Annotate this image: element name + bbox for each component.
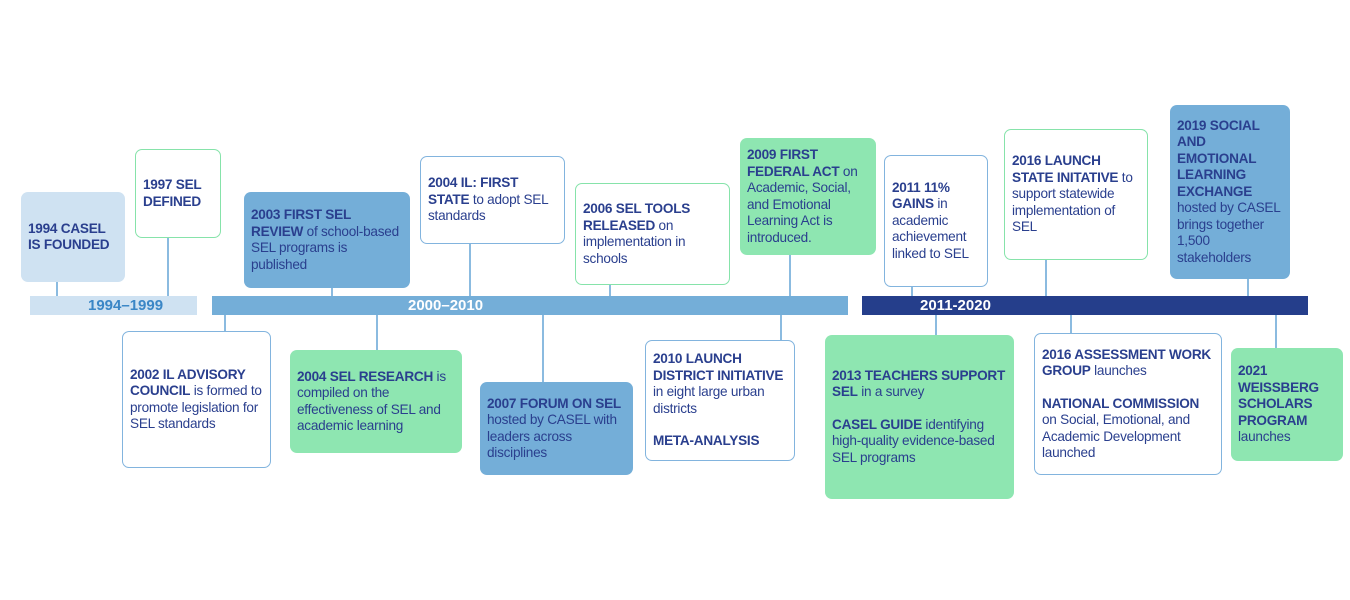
connector-line (224, 315, 226, 331)
event-2007-forum-on-sel: 2007 FORUM ON SEL hosted by CASEL with l… (480, 382, 633, 475)
event-2019-sel-exchange: 2019 SOCIAL AND EMOTIONAL LEARNING EXCHA… (1170, 105, 1290, 279)
event-2013-teachers-support-sel: 2013 TEACHERS SUPPORT SEL in a survey CAS… (825, 335, 1014, 499)
event-headline: META-ANALYSIS (653, 433, 760, 449)
event-1997-sel-defined: 1997 SEL DEFINED (135, 149, 221, 238)
connector-line (1070, 315, 1072, 333)
event-headline: 2016 LAUNCH STATE INITATIVE (1012, 153, 1119, 185)
event-headline: 1997 SEL DEFINED (143, 177, 202, 209)
period-label: 2000–2010 (408, 297, 484, 314)
event-paragraph: NATIONAL COMMISSION on Social, Emotional… (1042, 396, 1215, 462)
event-description: is compiled on the effectiveness of SEL … (297, 368, 446, 434)
event-paragraph: CASEL GUIDE identifying high-quality evi… (832, 417, 1008, 467)
event-headline: 2021 WEISSBERG SCHOLARS PROGRAM (1238, 363, 1319, 428)
event-paragraph: 2007 FORUM ON SEL hosted by CASEL with l… (487, 396, 627, 462)
event-2003-first-sel-review: 2003 FIRST SEL REVIEW of school-based SE… (244, 192, 410, 288)
connector-line (331, 288, 333, 296)
event-headline: 2010 LAUNCH DISTRICT INITIATIVE (653, 351, 784, 383)
event-paragraph: 1997 SEL DEFINED (143, 177, 214, 210)
connector-line (469, 244, 471, 296)
event-description: on Social, Emotional, and Academic Devel… (1042, 412, 1190, 460)
event-description: in a survey (857, 384, 925, 400)
event-description: launches (1238, 429, 1291, 445)
event-description: launches (1090, 363, 1147, 378)
event-paragraph: 2002 IL ADVISORY COUNCIL is formed to pr… (130, 367, 264, 433)
event-2004-sel-research: 2004 SEL RESEARCH is compiled on the eff… (290, 350, 462, 453)
event-2011-gains: 2011 11% GAINS in academic achievement l… (884, 155, 988, 287)
event-headline: 2004 IL: FIRST STATE (428, 175, 519, 207)
event-2021-weissberg-scholars: 2021 WEISSBERG SCHOLARS PROGRAM launches (1231, 348, 1343, 461)
event-paragraph: 2006 SEL TOOLS RELEASED on implementatio… (583, 201, 723, 267)
event-paragraph: 2004 IL: FIRST STATE to adopt SEL standa… (428, 175, 558, 225)
event-description: hosted by CASEL with leaders across disc… (487, 412, 617, 460)
event-2016-assessment-work-group: 2016 ASSESSMENT WORK GROUP launches NATIO… (1034, 333, 1222, 475)
event-paragraph: 2003 FIRST SEL REVIEW of school-based SE… (251, 207, 404, 273)
connector-line (542, 315, 544, 382)
connector-line (789, 255, 791, 296)
event-2010-district-initiative: 2010 LAUNCH DISTRICT INITIATIVE in eight… (645, 340, 795, 461)
event-headline: 2002 IL ADVISORY COUNCIL (130, 366, 246, 399)
event-headline: 2004 SEL RESEARCH (297, 368, 434, 384)
connector-line (1247, 279, 1249, 296)
connector-line (911, 287, 913, 296)
event-description: in eight large urban districts (653, 384, 765, 416)
connector-line (609, 285, 611, 296)
event-paragraph: 2013 TEACHERS SUPPORT SEL in a survey (832, 368, 1008, 401)
connector-line (1045, 260, 1047, 296)
event-paragraph: 2016 LAUNCH STATE INITATIVE to support s… (1012, 153, 1141, 236)
event-headline: 2019 SOCIAL AND EMOTIONAL LEARNING EXCHA… (1177, 117, 1260, 199)
period-bar-1994-1999: 1994–1999 (30, 296, 197, 315)
event-description: on implementation in schools (583, 217, 686, 266)
connector-line (780, 315, 782, 340)
period-bar-2011-2020: 2011-2020 (862, 296, 1308, 315)
event-2009-first-federal-act: 2009 FIRST FEDERAL ACT on Academic, Soci… (740, 138, 876, 255)
event-paragraph: 2021 WEISSBERG SCHOLARS PROGRAM launches (1238, 363, 1337, 446)
event-headline: 1994 CASEL IS FOUNDED (28, 220, 110, 253)
connector-line (167, 238, 169, 296)
event-headline: 2016 ASSESSMENT WORK GROUP (1042, 346, 1211, 379)
event-paragraph: 2011 11% GAINS in academic achievement l… (892, 180, 981, 263)
event-description: hosted by CASEL brings together 1,500 st… (1177, 200, 1281, 265)
event-headline: 2007 FORUM ON SEL (487, 395, 621, 411)
period-label: 1994–1999 (88, 297, 164, 314)
event-headline: 2006 SEL TOOLS RELEASED (583, 201, 691, 233)
event-description: on Academic, Social, and Emotional Learn… (747, 163, 858, 245)
event-2006-sel-tools: 2006 SEL TOOLS RELEASED on implementatio… (575, 183, 730, 285)
event-paragraph: 1994 CASEL IS FOUNDED (28, 221, 119, 254)
event-headline: 2013 TEACHERS SUPPORT SEL (832, 367, 1006, 400)
event-paragraph: 2019 SOCIAL AND EMOTIONAL LEARNING EXCHA… (1177, 118, 1284, 267)
event-1994-casel-founded: 1994 CASEL IS FOUNDED (21, 192, 125, 282)
event-2016-state-initiative: 2016 LAUNCH STATE INITATIVE to support s… (1004, 129, 1148, 260)
connector-line (376, 315, 378, 350)
event-description: to support statewide implementation of S… (1012, 169, 1133, 235)
connector-line (56, 282, 58, 296)
event-description: of school-based SEL programs is publishe… (251, 223, 399, 272)
event-description: is formed to promote legislation for SEL… (130, 383, 262, 431)
connector-line (935, 315, 937, 335)
event-paragraph: 2016 ASSESSMENT WORK GROUP launches (1042, 347, 1215, 380)
event-headline: 2011 11% GAINS (892, 179, 950, 212)
period-label: 2011-2020 (920, 297, 991, 314)
event-paragraph: 2009 FIRST FEDERAL ACT on Academic, Soci… (747, 147, 870, 246)
event-2002-il-advisory-council: 2002 IL ADVISORY COUNCIL is formed to pr… (122, 331, 271, 468)
event-paragraph: 2004 SEL RESEARCH is compiled on the eff… (297, 369, 456, 435)
event-headline: 2009 FIRST FEDERAL ACT (747, 147, 840, 179)
event-2004-il-first-state: 2004 IL: FIRST STATE to adopt SEL standa… (420, 156, 565, 244)
event-paragraph: 2010 LAUNCH DISTRICT INITIATIVE in eight… (653, 351, 788, 417)
event-headline: 2003 FIRST SEL REVIEW (251, 207, 351, 239)
event-description: in academic achievement linked to SEL (892, 196, 969, 261)
event-headline: NATIONAL COMMISSION (1042, 395, 1200, 411)
event-headline: CASEL GUIDE (832, 416, 922, 432)
period-bar-2000-2010: 2000–2010 (212, 296, 848, 315)
event-description: identifying high-quality evidence-based … (832, 416, 995, 465)
event-description: to adopt SEL standards (428, 191, 548, 224)
event-paragraph: META-ANALYSIS (653, 433, 788, 450)
connector-line (1275, 315, 1277, 348)
